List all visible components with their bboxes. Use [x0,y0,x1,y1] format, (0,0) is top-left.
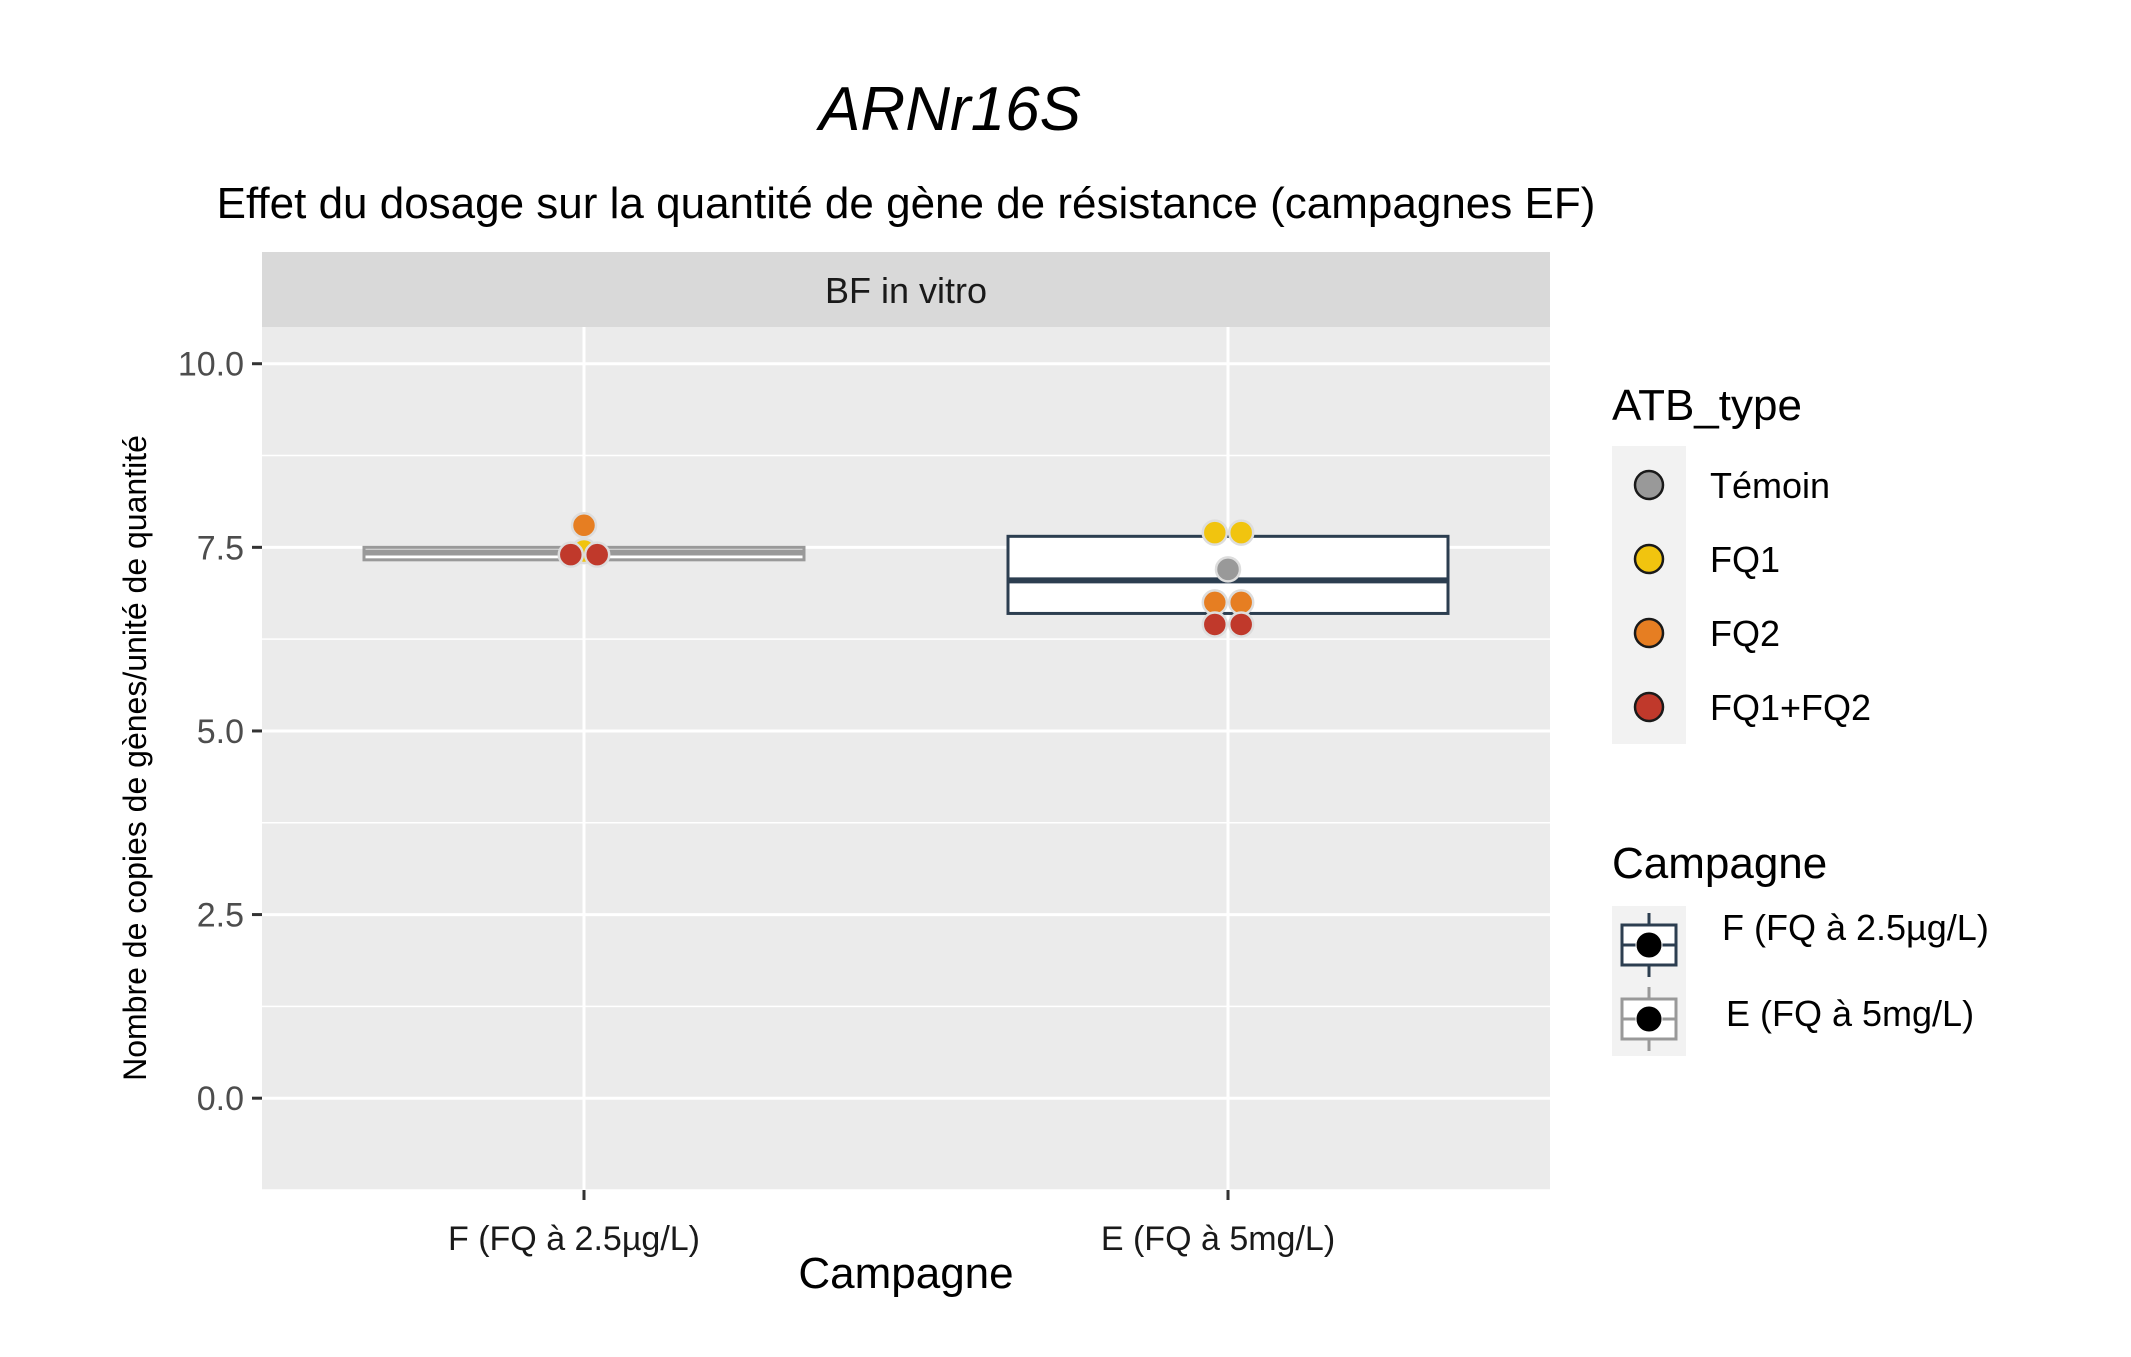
x-axis-label: Campagne [798,1249,1013,1298]
legend-atb-key [1633,469,1665,501]
x-tick-label: F (FQ à 2.5µg/L) [448,1220,700,1258]
plot-panel [262,327,1550,1190]
legend-campagne-label: E (FQ à 5mg/L) [1726,993,1974,1034]
data-point [570,512,598,539]
y-tick-label: 10.0 [178,346,244,384]
legend-atb-key [1633,617,1665,649]
legend-atb-label: Témoin [1710,465,1830,506]
data-point [583,541,611,568]
data-point [1201,589,1229,616]
y-tick-label: 0.0 [197,1080,244,1118]
legend-atb-label: FQ1 [1710,539,1780,580]
data-point [557,541,585,568]
legend-campagne-title: Campagne [1612,839,1827,888]
legend-atb-key [1633,691,1665,723]
facet-strip [262,252,1550,327]
legend-atb-label: FQ2 [1710,613,1780,654]
data-point [1227,611,1255,638]
y-axis: 0.0 2.5 5.0 7.5 10.0 [178,346,262,1118]
data-point [1227,519,1255,546]
legend-campagne-point [1635,931,1663,959]
data-point [1201,519,1229,546]
data-point [1201,611,1229,638]
data-point [1227,589,1255,616]
y-axis-label: Nombre de copies de gènes/unité de quant… [117,435,153,1081]
x-axis: F (FQ à 2.5µg/L) E (FQ à 5mg/L) [448,1190,1335,1258]
legend-campagne-point [1635,1005,1663,1033]
legend-campagne: Campagne F (FQ à 2.5µg/L) E (FQ à 5mg/L) [1612,839,1989,1056]
y-tick-label: 7.5 [197,529,244,567]
chart-title: ARNr16S [815,75,1081,144]
y-tick-label: 5.0 [197,713,244,751]
legend-campagne-label: F (FQ à 2.5µg/L) [1722,907,1989,948]
data-points [557,512,1255,638]
legend-atb-key [1633,543,1665,575]
legend-atb-title: ATB_type [1612,381,1802,430]
y-tick-label: 2.5 [197,897,244,935]
facet-label: BF in vitro [825,270,987,311]
legend-atb-label: FQ1+FQ2 [1710,687,1871,728]
x-tick-label: E (FQ à 5mg/L) [1101,1220,1335,1258]
data-point [1214,556,1242,583]
chart-subtitle: Effet du dosage sur la quantité de gène … [217,179,1596,228]
legend-atb-type: ATB_type Témoin FQ1 FQ2 FQ1+FQ2 [1612,381,1871,744]
